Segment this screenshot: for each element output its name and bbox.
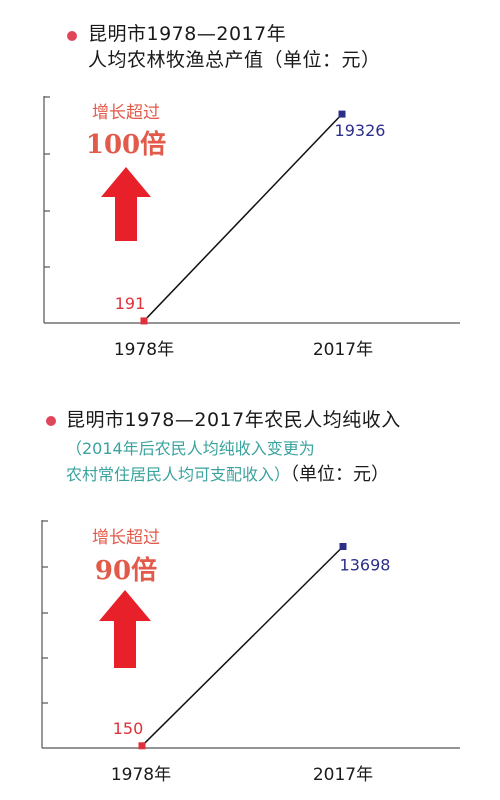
growth-label-bottom: 90倍 (95, 555, 157, 586)
chart-note-line2: 农村常住居民人均可支配收入）（单位：元） (66, 464, 389, 486)
x-tick-label-1978: 1978年 (114, 340, 174, 360)
chart-note-line1: （2014年后农民人均纯收入变更为 (66, 439, 315, 458)
chart-output-value: 增长超过 100倍 191 19326 1978年 2017年 (43, 96, 460, 360)
x-tick-label-1978: 1978年 (111, 765, 171, 785)
data-label-end: 19326 (335, 121, 386, 140)
growth-label-top: 增长超过 (92, 103, 160, 123)
chart-title-line1: 昆明市1978—2017年 (88, 23, 287, 45)
chart-farmer-income: 增长超过 90倍 150 13698 1978年 2017年 (41, 520, 460, 785)
chart-title-line2: 人均农林牧渔总产值（单位：元） (88, 49, 381, 71)
bullet-dot-icon (46, 416, 56, 426)
data-label-start: 150 (113, 719, 144, 738)
up-arrow-icon (101, 167, 151, 241)
bullet-dot-icon (67, 31, 77, 41)
series-line (141, 545, 344, 747)
data-label-end: 13698 (340, 556, 391, 575)
up-arrow-icon (99, 590, 151, 668)
data-label-start: 191 (115, 294, 146, 313)
chart-panel-farmer-income: 昆明市1978—2017年农民人均纯收入 （2014年后农民人均纯收入变更为 农… (0, 400, 500, 800)
x-tick-label-2017: 2017年 (313, 765, 373, 785)
growth-label-top: 增长超过 (92, 528, 160, 548)
growth-label-bottom: 100倍 (86, 129, 166, 160)
data-point-end (338, 110, 346, 118)
data-point-start (138, 742, 146, 750)
series-line (143, 113, 343, 322)
x-tick-label-2017: 2017年 (313, 340, 373, 360)
chart-title: 昆明市1978—2017年农民人均纯收入 (66, 409, 401, 431)
data-point-end (339, 543, 347, 551)
data-point-start (140, 317, 148, 325)
chart-note-line2-text: 农村常住居民人均可支配收入） (66, 465, 291, 484)
chart-panel-output-value: 昆明市1978—2017年 人均农林牧渔总产值（单位：元） 增长超过 100倍 … (0, 0, 500, 380)
unit-label: （单位：元） (290, 464, 390, 485)
